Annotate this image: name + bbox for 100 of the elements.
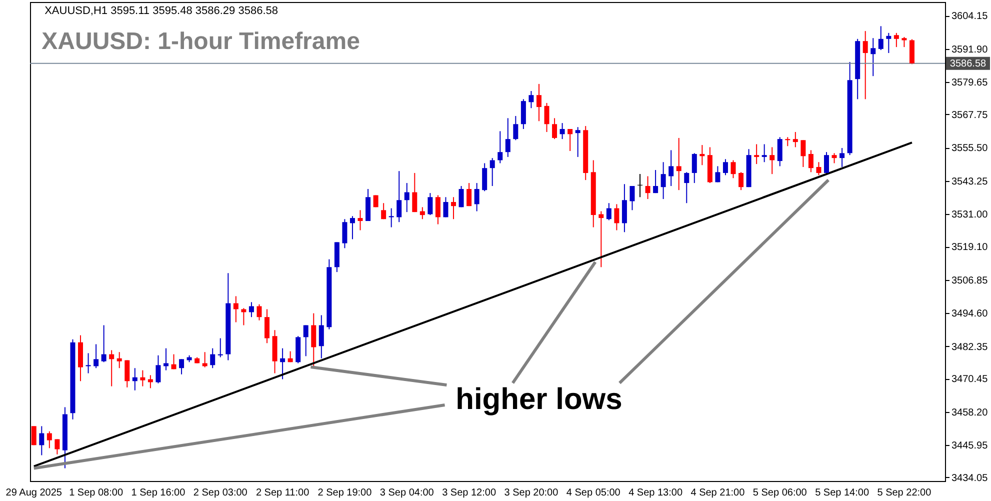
x-tick-label: 3 Sep 20:00: [504, 488, 559, 498]
x-tick-label: 3 Sep 04:00: [380, 488, 434, 498]
candlestick: [777, 136, 782, 167]
candlestick: [171, 354, 176, 370]
candlestick: [598, 210, 604, 268]
candlestick: [451, 196, 456, 220]
y-tick-label: 3591.90: [952, 44, 988, 56]
candlestick: [552, 118, 558, 140]
candlestick: [31, 426, 36, 446]
candlestick: [358, 210, 363, 231]
y-tick-label: 3579.65: [952, 78, 988, 89]
candlestick: [210, 348, 216, 369]
candlestick: [560, 122, 565, 140]
candlestick: [428, 192, 433, 216]
candlestick: [94, 344, 99, 369]
candlestick: [179, 358, 184, 375]
candlestick: [412, 172, 418, 213]
candlestick: [163, 348, 168, 371]
y-tick-label: 3482.35: [952, 342, 988, 353]
x-tick-label: 2 Sep 11:00: [256, 488, 310, 498]
candlestick: [513, 115, 518, 141]
y-tick-label: 3555.50: [952, 143, 988, 154]
candlestick: [342, 218, 348, 249]
candlestick: [280, 348, 286, 380]
candlestick: [832, 152, 837, 164]
candlestick: [700, 144, 705, 166]
y-tick-label: 3519.10: [952, 242, 988, 254]
x-tick-label: 2 Sep 19:00: [318, 488, 372, 498]
candlestick: [404, 182, 410, 213]
candlestick: [311, 312, 316, 368]
candlestick: [722, 158, 728, 176]
candlestick: [303, 324, 308, 357]
candlestick: [536, 83, 542, 122]
y-tick-label: 3458.20: [952, 407, 988, 418]
candlestick: [754, 144, 760, 165]
x-tick-label: 2 Sep 03:00: [193, 488, 248, 498]
candlestick: [388, 208, 394, 228]
candlestick: [800, 140, 806, 168]
y-tick-label: 3445.95: [952, 440, 988, 452]
candlestick: [676, 137, 682, 191]
candlestick: [124, 360, 130, 388]
x-tick-label: 29 Aug 2025: [6, 488, 62, 498]
candlestick: [101, 324, 106, 363]
candlestick: [54, 438, 60, 455]
candlestick: [140, 370, 146, 387]
candlestick: [256, 304, 262, 321]
candlestick: [894, 32, 899, 48]
candlestick: [156, 354, 161, 384]
candlestick: [528, 90, 534, 109]
candlestick: [862, 30, 868, 100]
y-tick-label: 3567.75: [952, 110, 988, 121]
candlestick: [660, 162, 666, 200]
candlestick: [202, 352, 208, 368]
candlestick: [241, 308, 246, 326]
y-tick-label: 3494.60: [952, 308, 988, 320]
candlestick: [738, 172, 744, 191]
y-tick-label: 3531.00: [952, 210, 988, 221]
candlestick: [878, 26, 884, 51]
candlestick: [575, 126, 580, 158]
candlestick: [684, 172, 690, 204]
candlestick: [762, 144, 767, 163]
candlestick: [474, 182, 480, 212]
candlestick: [248, 302, 254, 318]
candlestick: [614, 204, 620, 231]
candlestick: [770, 146, 775, 175]
y-tick-label: 3506.85: [952, 275, 988, 286]
candlestick: [381, 202, 386, 220]
candlestick: [233, 296, 238, 323]
x-tick-label: 5 Sep 22:00: [877, 488, 932, 498]
candlestick: [443, 196, 448, 218]
candlestick: [544, 102, 550, 132]
candlestick: [39, 426, 44, 456]
x-tick-label: 4 Sep 13:00: [628, 488, 683, 498]
candlestick: [264, 308, 270, 344]
candlestick: [715, 166, 720, 183]
candlestick: [730, 160, 736, 179]
annotation: XAUUSD,H1 3595.11 3595.48 3586.29 3586.58: [44, 5, 278, 17]
candlestick: [109, 350, 114, 387]
candlestick: [350, 216, 355, 240]
candlestick: [396, 170, 402, 223]
candlestick: [148, 374, 153, 389]
text: XAUUSD: 1-hour Timeframe: [42, 28, 360, 55]
candlestick: [792, 131, 798, 148]
candlestick: [902, 36, 907, 48]
candlestick: [668, 150, 674, 186]
candlestick: [498, 130, 503, 164]
candlestick: [458, 186, 464, 208]
ref-line-label: 3586.58: [950, 58, 987, 70]
candlestick: [318, 314, 324, 359]
candlestick: [86, 352, 91, 374]
candlestick: [218, 338, 223, 358]
candlestick: [366, 188, 371, 222]
candlestick: [840, 148, 845, 168]
x-tick-label: 4 Sep 21:00: [690, 488, 746, 498]
candlestick: [132, 368, 138, 391]
x-tick-label: 1 Sep 16:00: [131, 488, 186, 498]
y-tick-label: 3543.25: [952, 176, 988, 188]
candlestick: [816, 162, 822, 176]
candlestick: [116, 352, 122, 369]
annotation: higher lows: [456, 383, 622, 416]
